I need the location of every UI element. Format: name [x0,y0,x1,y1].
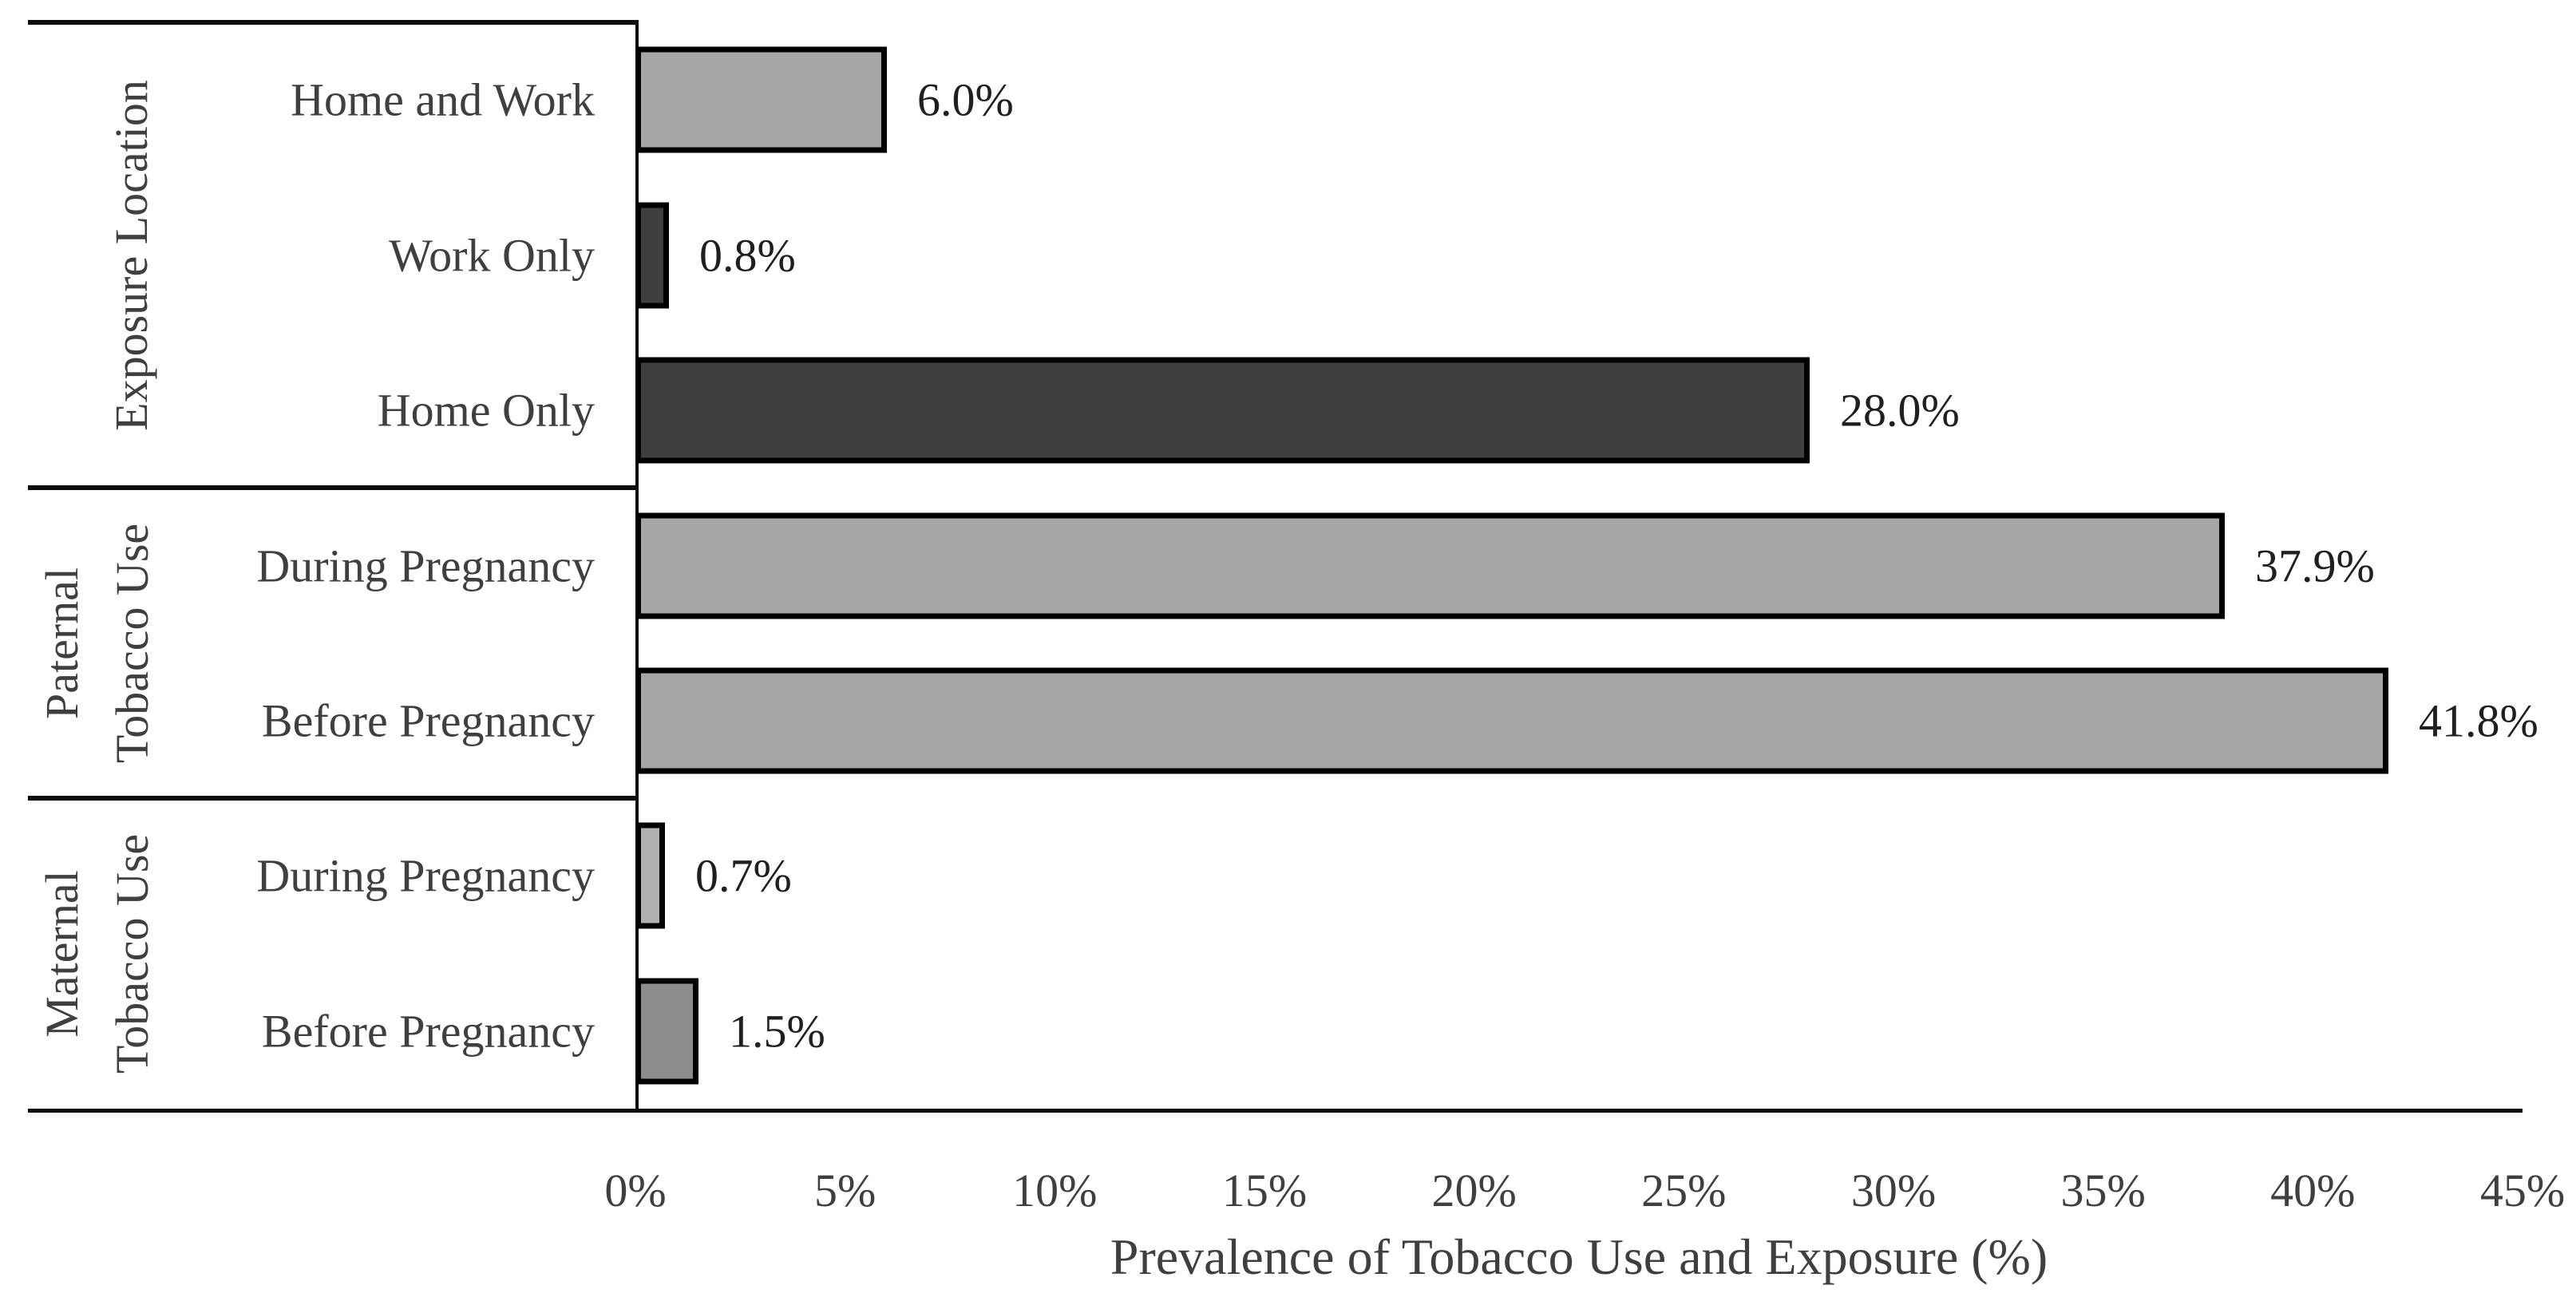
bar [635,46,887,153]
category-label: Work Only [389,229,595,282]
bar-value-label: 0.7% [695,849,792,902]
group-divider-line [28,485,639,491]
x-tick-label: 30% [1850,1165,1937,1216]
bar [635,512,2225,619]
bar [635,202,669,309]
bar [635,357,1810,464]
bar-value-label: 6.0% [917,73,1014,126]
bar [635,667,2388,774]
bar [635,822,665,929]
group-divider-line [28,796,639,801]
x-tick-label: 20% [1431,1165,1517,1216]
x-tick-label: 5% [813,1165,876,1216]
category-label: During Pregnancy [256,849,595,902]
x-tick-label: 25% [1641,1165,1727,1216]
x-tick-label: 35% [2060,1165,2146,1216]
bar-value-label: 1.5% [729,1005,825,1058]
x-tick-label: 15% [1221,1165,1308,1216]
x-tick-label: 45% [2479,1165,2566,1216]
x-axis-title: Prevalence of Tobacco Use and Exposure (… [1110,1228,2048,1285]
x-tick-label: 40% [2270,1165,2356,1216]
group-divider-line [28,20,639,25]
category-label: Home and Work [291,73,595,126]
category-label: During Pregnancy [256,540,595,591]
group-axis-label-line: Paternal [36,567,88,719]
bar-value-label: 0.8% [699,229,796,282]
bar-value-label: 28.0% [1840,384,1960,437]
bar [635,978,698,1085]
bar-value-label: 37.9% [2255,540,2375,591]
x-axis-line [28,1109,2523,1113]
x-tick-label: 0% [604,1165,667,1216]
category-label: Before Pregnancy [261,694,595,747]
x-tick-label: 10% [1012,1165,1098,1216]
category-label: Home Only [377,384,595,437]
category-label: Before Pregnancy [261,1005,595,1058]
group-axis-label-line: Maternal [36,869,88,1038]
bar-value-label: 41.8% [2419,694,2538,747]
